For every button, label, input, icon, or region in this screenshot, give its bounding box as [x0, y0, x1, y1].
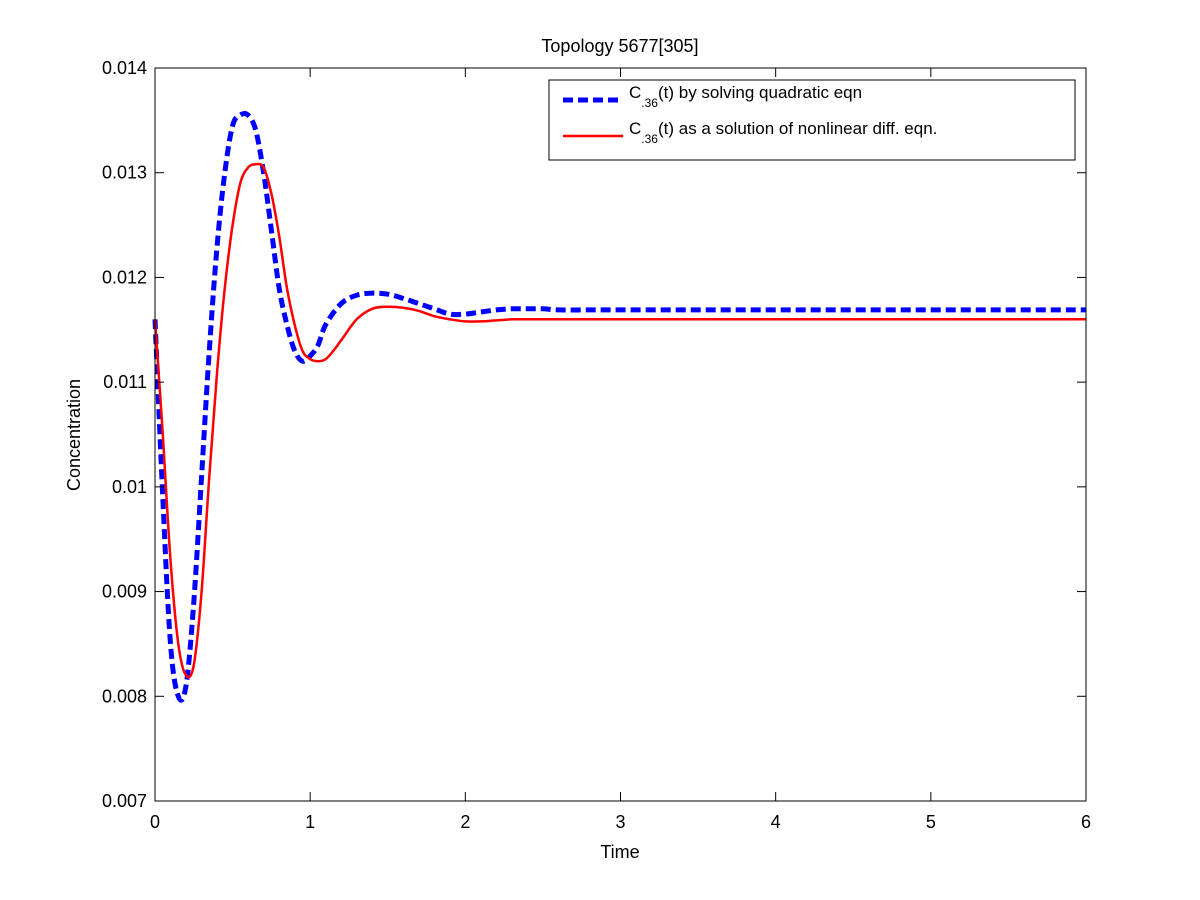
- y-tick-label: 0.014: [102, 58, 147, 78]
- chart-title: Topology 5677[305]: [541, 36, 698, 56]
- x-tick-label: 4: [771, 812, 781, 832]
- series-layer: [152, 110, 1086, 703]
- y-tick-label: 0.01: [112, 477, 147, 497]
- y-tick-label: 0.009: [102, 582, 147, 602]
- series-2-line: [153, 162, 1086, 679]
- legend-entry-2: C.36(t) as a solution of nonlinear diff.…: [629, 119, 937, 146]
- y-tick-label: 0.012: [102, 267, 147, 287]
- legend-box: [548, 79, 1076, 161]
- x-tick-label: 0: [150, 812, 160, 832]
- series-1-line: [152, 110, 1086, 703]
- y-tick-label: 0.007: [102, 791, 147, 811]
- x-tick-label: 5: [926, 812, 936, 832]
- x-tick-label: 3: [615, 812, 625, 832]
- x-axis-label: Time: [600, 842, 639, 862]
- legend: C.36(t) by solving quadratic eqn C.36(t) …: [548, 79, 1076, 161]
- x-tick-label: 2: [460, 812, 470, 832]
- y-tick-label: 0.011: [103, 372, 147, 392]
- ticks-layer: 0 1 2 3 4 5 6 0.007 0.008 0.009 0.01 0.011 0.012 0.01…: [102, 58, 1091, 832]
- y-axis-label: Concentration: [64, 379, 84, 491]
- y-tick-label: 0.013: [102, 163, 147, 183]
- x-tick-label: 6: [1081, 812, 1091, 832]
- x-tick-label: 1: [305, 812, 315, 832]
- y-tick-label: 0.008: [102, 686, 147, 706]
- legend-entry-1: C.36(t) by solving quadratic eqn: [629, 83, 862, 110]
